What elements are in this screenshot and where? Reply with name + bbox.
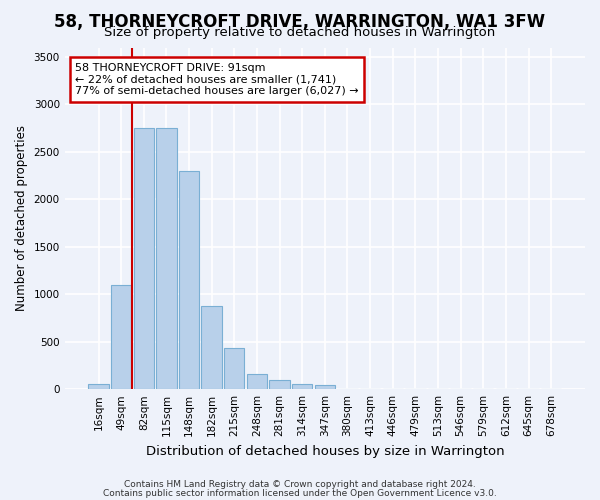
Text: 58 THORNEYCROFT DRIVE: 91sqm
← 22% of detached houses are smaller (1,741)
77% of: 58 THORNEYCROFT DRIVE: 91sqm ← 22% of de… [75,63,359,96]
Bar [247,374,267,389]
Text: 58, THORNEYCROFT DRIVE, WARRINGTON, WA1 3FW: 58, THORNEYCROFT DRIVE, WARRINGTON, WA1 … [55,12,545,30]
Bar [88,384,109,389]
Bar [292,384,313,389]
Bar [156,128,176,389]
Bar [202,306,222,389]
Bar [134,128,154,389]
X-axis label: Distribution of detached houses by size in Warrington: Distribution of detached houses by size … [146,444,504,458]
Text: Size of property relative to detached houses in Warrington: Size of property relative to detached ho… [104,26,496,39]
Bar [314,386,335,389]
Y-axis label: Number of detached properties: Number of detached properties [15,126,28,312]
Bar [269,380,290,389]
Bar [224,348,244,389]
Text: Contains HM Land Registry data © Crown copyright and database right 2024.: Contains HM Land Registry data © Crown c… [124,480,476,489]
Bar [179,171,199,389]
Bar [111,285,131,389]
Text: Contains public sector information licensed under the Open Government Licence v3: Contains public sector information licen… [103,488,497,498]
